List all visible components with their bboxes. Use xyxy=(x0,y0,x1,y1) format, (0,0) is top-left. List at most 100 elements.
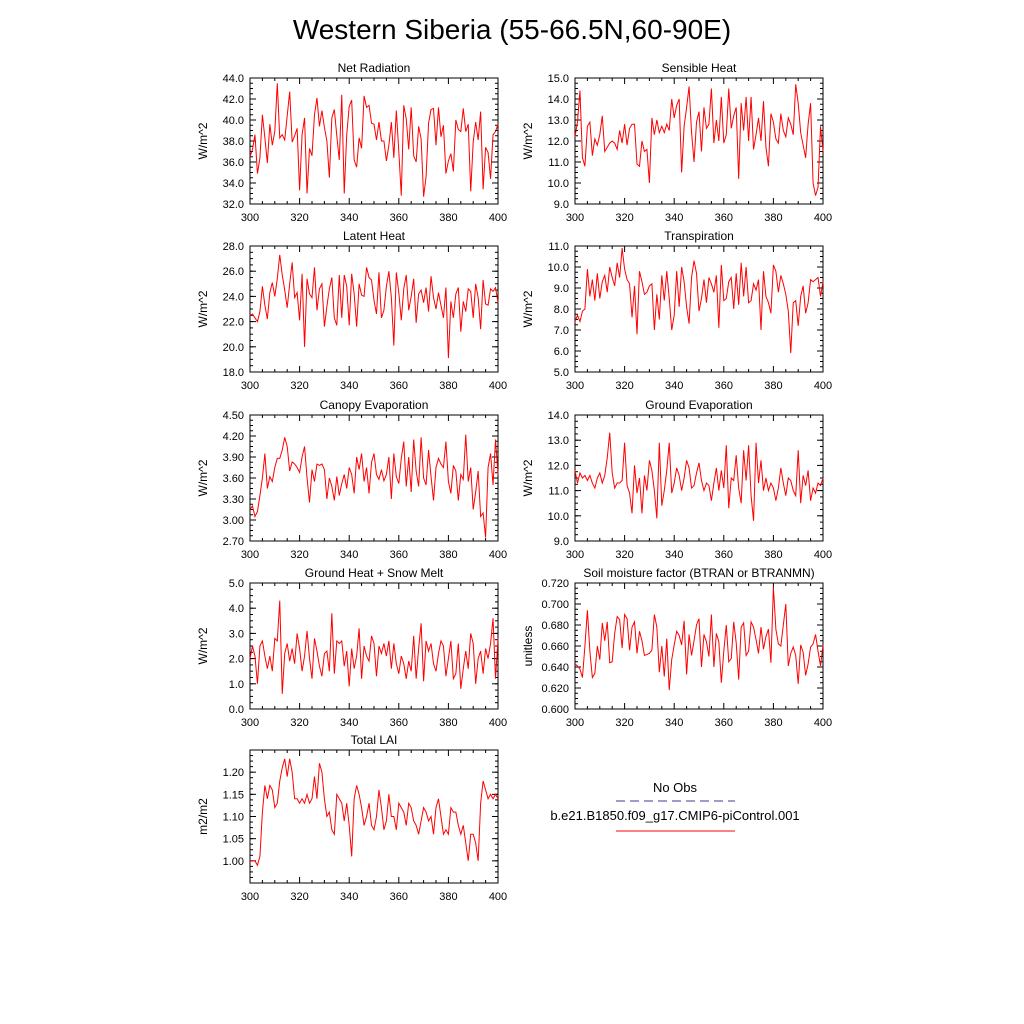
x-tick-label: 300 xyxy=(241,212,259,224)
x-tick-label: 380 xyxy=(439,891,457,903)
y-tick-label: 10.0 xyxy=(548,511,569,523)
y-axis-label: W/m^2 xyxy=(196,290,210,327)
x-tick-label: 300 xyxy=(566,380,584,392)
x-tick-label: 400 xyxy=(489,891,507,903)
y-tick-label: 0.620 xyxy=(541,683,569,695)
y-tick-label: 0.700 xyxy=(541,599,569,611)
x-tick-label: 340 xyxy=(665,380,683,392)
x-tick-label: 380 xyxy=(764,212,782,224)
x-tick-label: 320 xyxy=(290,717,308,729)
x-tick-label: 360 xyxy=(390,212,408,224)
x-tick-label: 320 xyxy=(290,212,308,224)
chart-title: Transpiration xyxy=(664,229,734,243)
chart-panel: Total LAI m2/m2 300 320 340 360 380 400 1.00 1.05… xyxy=(196,733,507,903)
y-tick-label: 1.00 xyxy=(223,856,244,868)
x-tick-label: 320 xyxy=(290,380,308,392)
x-tick-label: 360 xyxy=(715,717,733,729)
y-axis-label: W/m^2 xyxy=(521,122,535,159)
y-tick-label: 9.0 xyxy=(554,199,569,211)
chart-title: Latent Heat xyxy=(343,229,406,243)
x-tick-label: 300 xyxy=(241,380,259,392)
x-tick-label: 360 xyxy=(715,212,733,224)
y-tick-label: 10.0 xyxy=(548,178,569,190)
y-tick-label: 14.0 xyxy=(548,410,569,422)
x-tick-label: 360 xyxy=(390,717,408,729)
y-tick-label: 15.0 xyxy=(548,73,569,85)
x-tick-label: 340 xyxy=(665,549,683,561)
y-tick-label: 34.0 xyxy=(223,178,244,190)
chart-title: Total LAI xyxy=(351,733,398,747)
y-tick-label: 4.50 xyxy=(223,410,244,422)
y-tick-label: 2.0 xyxy=(229,654,244,666)
y-tick-label: 26.0 xyxy=(223,266,244,278)
y-tick-label: 3.30 xyxy=(223,494,244,506)
y-tick-label: 9.0 xyxy=(554,536,569,548)
y-tick-label: 0.640 xyxy=(541,662,569,674)
y-tick-label: 0.720 xyxy=(541,578,569,590)
x-tick-label: 400 xyxy=(489,717,507,729)
y-tick-label: 6.0 xyxy=(554,346,569,358)
x-tick-label: 340 xyxy=(340,549,358,561)
x-tick-label: 320 xyxy=(290,891,308,903)
x-tick-label: 400 xyxy=(814,717,832,729)
series-line xyxy=(249,600,499,694)
y-axis-label: W/m^2 xyxy=(521,459,535,496)
chart-panel: Canopy Evaporation W/m^2 300 320 340 360 380 40… xyxy=(196,398,507,561)
y-tick-label: 3.0 xyxy=(229,628,244,640)
y-tick-label: 18.0 xyxy=(223,367,244,379)
y-axis-label: W/m^2 xyxy=(196,122,210,159)
y-tick-label: 1.0 xyxy=(229,679,244,691)
x-tick-label: 360 xyxy=(390,549,408,561)
chart-panel: Latent Heat W/m^2 300 320 340 360 380 400 18.0 20… xyxy=(196,229,507,392)
series-line xyxy=(574,587,824,691)
page-title: Western Siberia (55-66.5N,60-90E) xyxy=(292,14,732,45)
legend: No Obs b.e21.B1850.f09_g17.CMIP6-piContro… xyxy=(550,780,800,832)
x-tick-label: 320 xyxy=(615,212,633,224)
x-tick-label: 380 xyxy=(764,717,782,729)
y-tick-label: 5.0 xyxy=(229,578,244,590)
chart-panel: Ground Evaporation W/m^2 300 320 340 360 380 40… xyxy=(521,398,832,561)
y-tick-label: 11.0 xyxy=(548,157,569,169)
x-tick-label: 340 xyxy=(340,380,358,392)
x-tick-label: 340 xyxy=(665,212,683,224)
x-tick-label: 380 xyxy=(764,549,782,561)
y-tick-label: 8.0 xyxy=(554,304,569,316)
x-tick-label: 340 xyxy=(340,717,358,729)
chart-title: Canopy Evaporation xyxy=(320,398,429,412)
y-tick-label: 0.660 xyxy=(541,641,569,653)
x-tick-label: 300 xyxy=(566,212,584,224)
y-tick-label: 0.680 xyxy=(541,620,569,632)
y-tick-label: 7.0 xyxy=(554,325,569,337)
chart-panel: Transpiration W/m^2 300 320 340 360 380 400 5.0 6… xyxy=(521,229,832,392)
y-tick-label: 11.0 xyxy=(548,241,569,253)
y-tick-label: 38.0 xyxy=(223,136,244,148)
x-tick-label: 400 xyxy=(814,380,832,392)
x-tick-label: 400 xyxy=(489,212,507,224)
x-tick-label: 400 xyxy=(489,380,507,392)
y-tick-label: 1.05 xyxy=(223,834,244,846)
legend-label: No Obs xyxy=(653,780,698,795)
chart-panel: Soil moisture factor (BTRAN or BTRANMN) u… xyxy=(521,566,832,729)
x-tick-label: 320 xyxy=(615,549,633,561)
series-line xyxy=(574,432,824,521)
y-tick-label: 44.0 xyxy=(223,73,244,85)
x-tick-label: 380 xyxy=(439,380,457,392)
x-tick-label: 360 xyxy=(715,380,733,392)
y-axis-label: m2/m2 xyxy=(196,798,210,835)
y-axis-label: W/m^2 xyxy=(196,627,210,664)
y-tick-label: 13.0 xyxy=(548,115,569,127)
y-tick-label: 12.0 xyxy=(548,460,569,472)
y-tick-label: 1.10 xyxy=(223,812,244,824)
y-tick-label: 0.600 xyxy=(541,704,569,716)
y-tick-label: 42.0 xyxy=(223,94,244,106)
plot-frame xyxy=(249,749,499,884)
x-tick-label: 400 xyxy=(489,549,507,561)
chart-panel: Sensible Heat W/m^2 300 320 340 360 380 400 9.0 1… xyxy=(521,61,832,224)
y-axis-label: W/m^2 xyxy=(196,459,210,496)
x-tick-label: 400 xyxy=(814,549,832,561)
plot-frame xyxy=(249,77,499,205)
y-tick-label: 4.0 xyxy=(229,603,244,615)
chart-title: Net Radiation xyxy=(338,61,411,75)
x-tick-label: 360 xyxy=(390,380,408,392)
